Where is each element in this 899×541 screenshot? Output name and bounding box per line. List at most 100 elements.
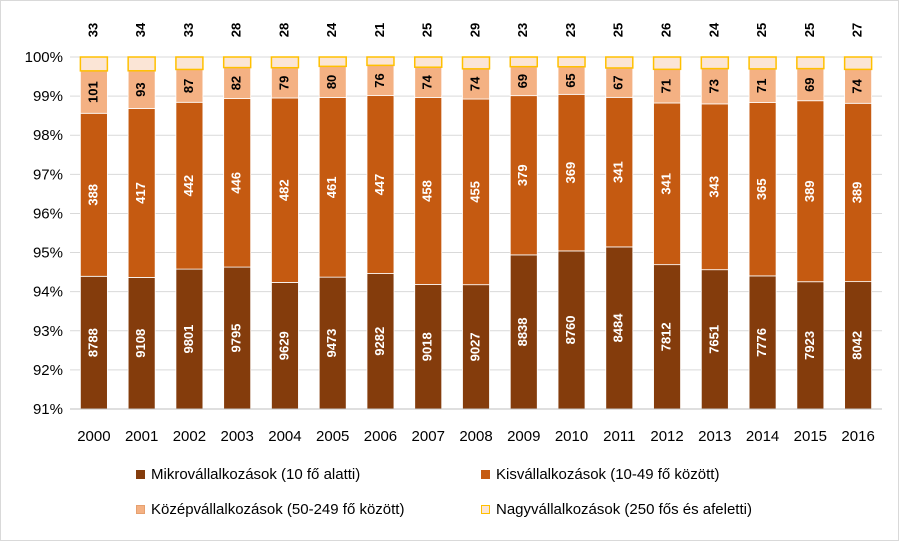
bar-segment [79, 70, 108, 114]
bar-segment [557, 56, 586, 68]
legend-label-micro: Mikrovállalkozások (10 fő alatti) [151, 466, 361, 483]
bar-segment [318, 56, 347, 68]
data-label: 8484 [611, 313, 626, 343]
data-label: 25 [802, 23, 817, 37]
bar-segment [461, 56, 491, 70]
data-label: 25 [420, 23, 435, 37]
y-tick-label: 92% [33, 362, 63, 379]
data-label: 67 [611, 75, 626, 89]
bar-segment [223, 266, 252, 410]
data-label: 24 [706, 22, 721, 37]
bar-segment [222, 56, 252, 69]
bar-segment [700, 56, 730, 70]
bar-segment [175, 69, 204, 103]
bar-segment [796, 100, 825, 283]
data-label: 25 [754, 23, 769, 37]
data-label: 341 [611, 161, 626, 183]
bar-segment [79, 275, 108, 410]
data-label: 23 [563, 23, 578, 37]
bar-segment [700, 103, 729, 271]
legend-label-large: Nagyvállalkozások (250 fős és afeletti) [496, 501, 752, 518]
legend-item-micro: Mikrovállalkozások (10 fő alatti) [136, 466, 360, 483]
bar-segment [127, 70, 156, 109]
y-tick-label: 96% [33, 205, 63, 222]
legend-swatch-medium [136, 505, 145, 514]
data-label: 8760 [563, 316, 578, 345]
bar-segment [557, 66, 586, 95]
bar-segment [79, 112, 108, 277]
data-label: 9801 [181, 325, 196, 354]
bar-segment [652, 56, 682, 71]
data-label: 26 [658, 23, 673, 37]
data-label: 9473 [324, 329, 339, 358]
data-label: 7776 [754, 328, 769, 357]
data-label: 7651 [706, 325, 721, 354]
data-label: 29 [467, 23, 482, 37]
bar-segment [271, 67, 299, 99]
data-label: 9027 [467, 332, 482, 361]
bar-segment [844, 68, 873, 104]
data-label: 9795 [229, 324, 244, 353]
bar-segment [366, 56, 395, 67]
y-tick-label: 91% [33, 401, 63, 418]
bar-segment [796, 56, 825, 70]
x-tick-label: 2004 [268, 428, 301, 445]
legend-label-small: Kisvállalkozások (10-49 fő között) [496, 466, 720, 483]
data-label: 447 [372, 174, 387, 196]
bar-segment [127, 56, 156, 72]
data-label: 87 [181, 79, 196, 93]
y-tick-label: 98% [33, 127, 63, 144]
legend-swatch-micro [136, 470, 145, 479]
data-label: 458 [420, 180, 435, 202]
bar-segment [605, 96, 634, 248]
data-label: 365 [754, 178, 769, 200]
bar-segment [509, 66, 538, 97]
data-label: 379 [515, 164, 530, 186]
bar-segment [223, 67, 252, 99]
legend-item-small: Kisvállalkozások (10-49 fő között) [481, 466, 719, 483]
data-label: 73 [706, 79, 721, 93]
data-label: 417 [133, 182, 148, 204]
data-label: 65 [563, 73, 578, 87]
data-label: 8042 [850, 331, 865, 360]
x-tick-label: 2009 [507, 428, 540, 445]
bar-segment [509, 254, 538, 410]
bar-segment [270, 56, 300, 69]
data-label: 455 [467, 181, 482, 203]
data-label: 24 [324, 22, 339, 37]
x-tick-label: 2001 [125, 428, 158, 445]
data-label: 369 [563, 162, 578, 184]
bar-segment [79, 56, 109, 72]
data-label: 27 [850, 23, 865, 37]
bar-segment [223, 98, 252, 268]
data-label: 21 [372, 23, 387, 37]
data-label: 343 [706, 176, 721, 198]
data-label: 341 [658, 173, 673, 195]
bar-segment [462, 98, 490, 286]
x-tick-label: 2005 [316, 428, 349, 445]
bar-segment [653, 102, 681, 266]
bar-segment [127, 108, 156, 278]
bar-segment [605, 56, 634, 69]
data-label: 461 [324, 176, 339, 198]
data-label: 74 [850, 78, 865, 93]
data-label: 9108 [133, 329, 148, 358]
data-label: 71 [658, 79, 673, 93]
bar-segment [796, 68, 825, 102]
data-label: 25 [611, 23, 626, 37]
data-label: 9018 [420, 332, 435, 361]
bar-segment [748, 56, 777, 70]
bar-segment [175, 101, 204, 270]
legend-item-large: Nagyvállalkozások (250 fős és afeletti) [481, 501, 752, 518]
x-tick-label: 2015 [794, 428, 827, 445]
x-tick-label: 2007 [412, 428, 445, 445]
data-label: 80 [324, 75, 339, 89]
x-tick-label: 2006 [364, 428, 397, 445]
data-label: 389 [802, 180, 817, 202]
bar-segment [605, 67, 634, 98]
data-label: 8788 [85, 328, 100, 357]
data-label: 82 [229, 76, 244, 90]
y-tick-label: 100% [25, 49, 63, 66]
data-label: 79 [276, 76, 291, 90]
data-label: 71 [754, 78, 769, 92]
